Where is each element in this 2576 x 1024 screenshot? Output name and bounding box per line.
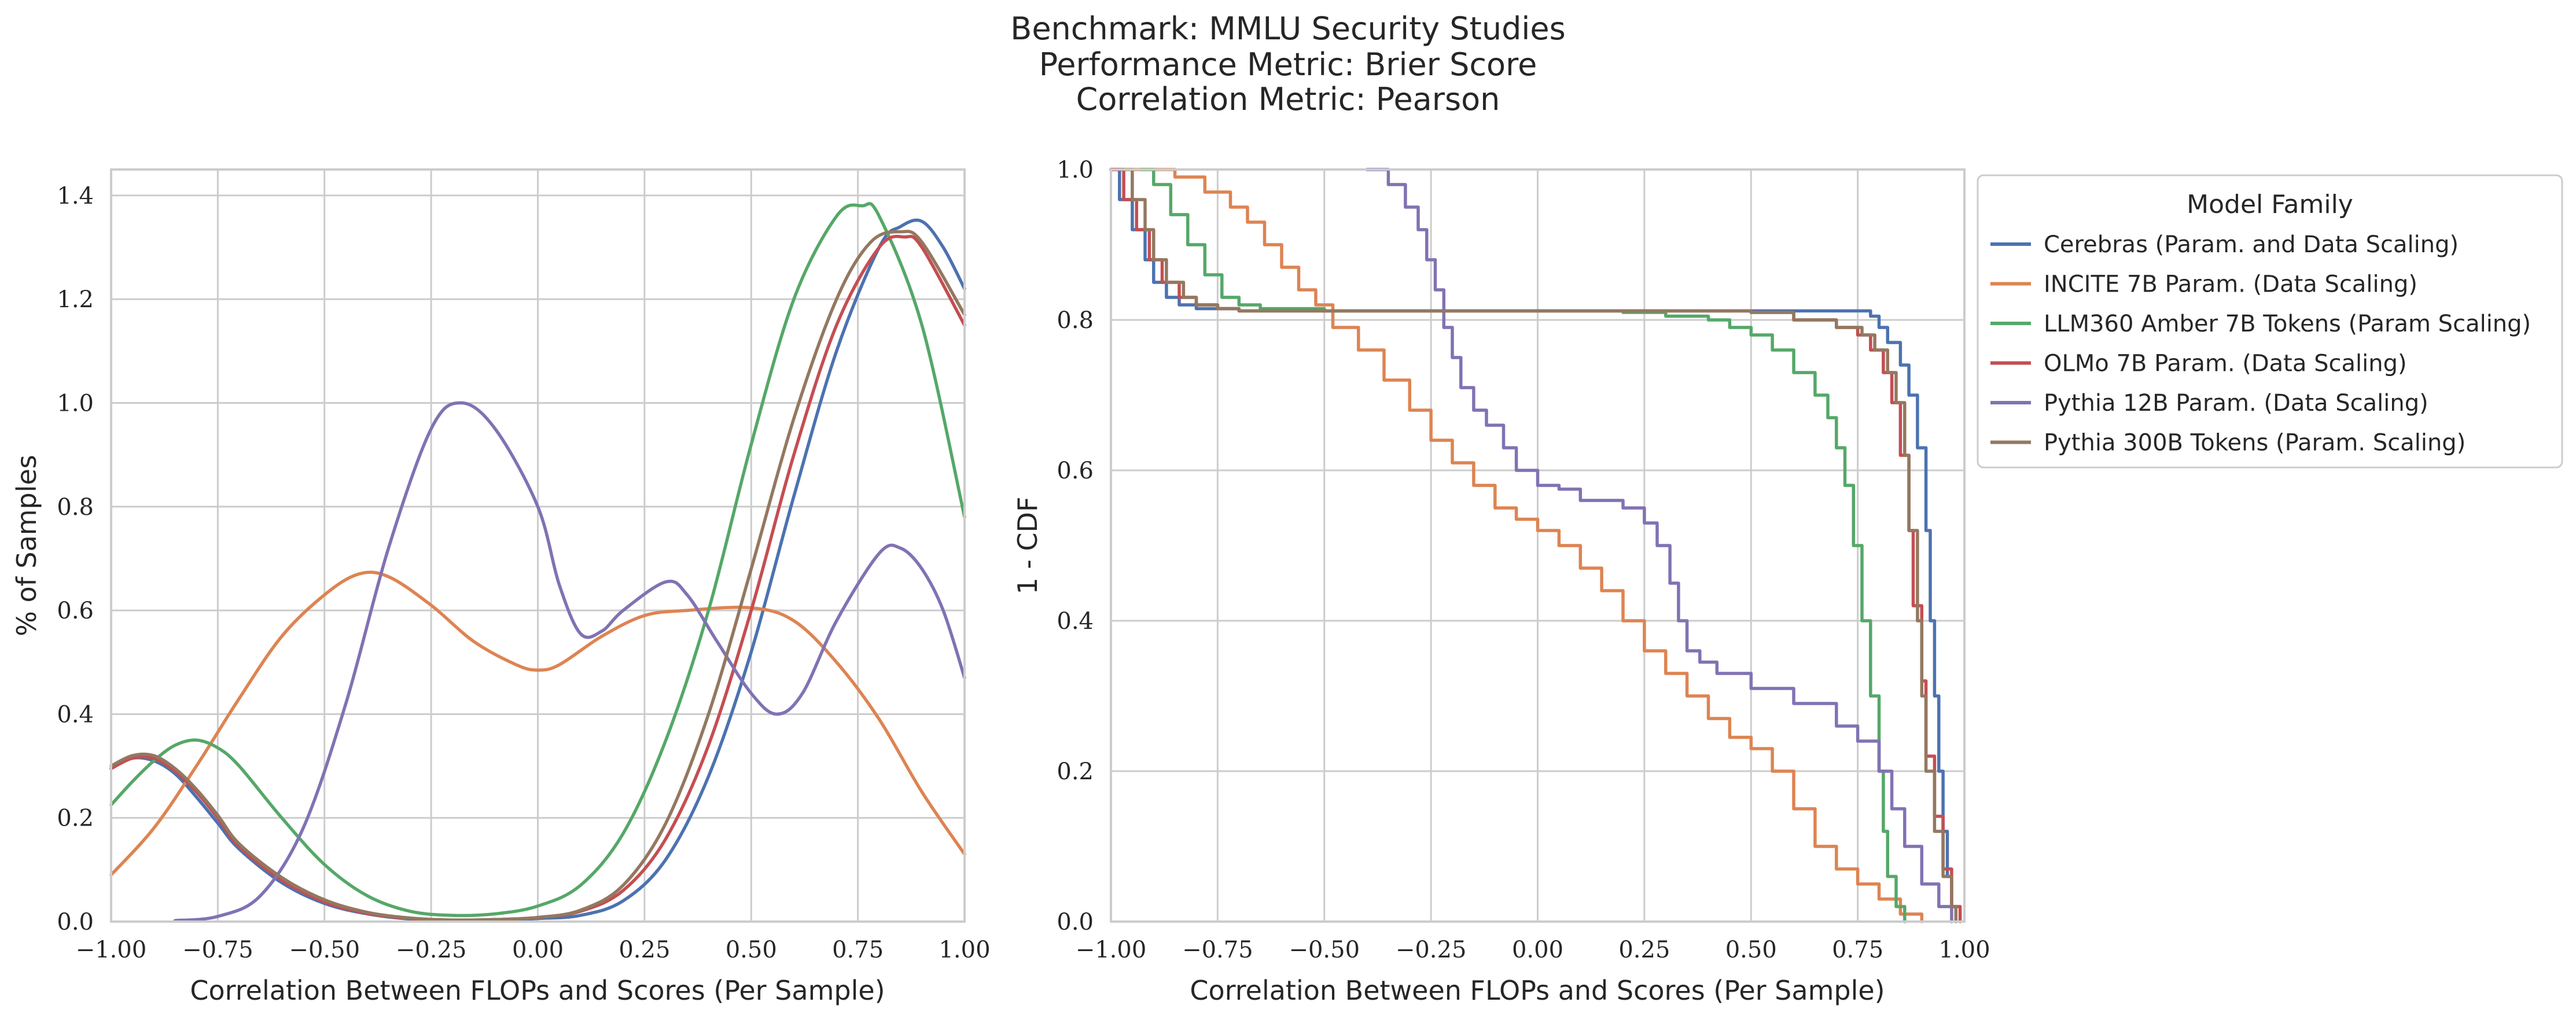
kde-series-pythia-300b-tokens-param-scaling — [109, 230, 966, 922]
cdf-x-tick-labels: −1.00 −0.75 −0.50 −0.25 0.00 0.25 0.50 0.75 1.00 — [1076, 937, 1990, 963]
kde-y-tick-label: 0.8 — [57, 494, 94, 521]
kde-y-tick-label: 1.0 — [57, 390, 94, 417]
cdf-y-tick-label: 0.6 — [1057, 458, 1094, 484]
kde-plot-frame — [110, 168, 966, 923]
cdf-series-cerebras-param-and-data-scaling — [1109, 168, 1958, 923]
cdf-y-tick-label: 0.0 — [1057, 909, 1094, 935]
kde-x-tick-label: −0.25 — [396, 937, 467, 963]
cdf-y-tick-labels: 0.0 0.2 0.4 0.6 0.8 1.0 — [1057, 157, 1094, 935]
cdf-y-axis-label: 1 - CDF — [1012, 496, 1043, 594]
kde-x-tick-label: −1.00 — [76, 937, 147, 963]
cdf-x-tick-label: 0.50 — [1725, 937, 1777, 963]
legend-label-pythia-12b-param-data-scaling: Pythia 12B Param. (Data Scaling) — [2044, 390, 2428, 417]
cdf-x-axis-label: Correlation Between FLOPs and Scores (Pe… — [1190, 975, 1885, 1006]
kde-x-tick-label: 1.00 — [939, 937, 990, 963]
cdf-y-tick-label: 0.2 — [1057, 758, 1094, 785]
legend-label-llm360-amber-7b-tokens-param-scaling: LLM360 Amber 7B Tokens (Param Scaling) — [2044, 311, 2531, 337]
cdf-y-tick-label: 0.4 — [1057, 608, 1094, 635]
legend-label-incite-7b-param-data-scaling: INCITE 7B Param. (Data Scaling) — [2044, 271, 2417, 298]
cdf-x-tick-label: −0.75 — [1182, 937, 1253, 963]
cdf-x-tick-label: −0.50 — [1289, 937, 1360, 963]
cdf-series-pythia-12b-param-data-scaling — [1365, 168, 1953, 923]
cdf-x-tick-label: 0.25 — [1618, 937, 1670, 963]
kde-y-tick-label: 1.4 — [57, 183, 94, 209]
kde-series-cerebras-param-and-data-scaling — [109, 218, 966, 923]
cdf-series-pythia-300b-tokens-param-scaling — [1118, 168, 1958, 923]
cdf-series-incite-7b-param-data-scaling — [1131, 168, 1924, 923]
figure-title-line-2: Performance Metric: Brier Score — [1039, 46, 1537, 83]
cdf-gridlines — [1110, 168, 1966, 923]
kde-y-tick-labels: 0.0 0.2 0.4 0.6 0.8 1.0 1.2 1.4 — [57, 183, 94, 935]
cdf-y-tick-label: 1.0 — [1057, 157, 1094, 183]
cdf-series-llm360-amber-7b-tokens-param-scaling — [1139, 168, 1907, 923]
kde-series-lines — [109, 202, 966, 923]
kde-x-tick-labels: −1.00 −0.75 −0.50 −0.25 0.00 0.25 0.50 0.75 1.00 — [76, 937, 991, 963]
legend-title: Model Family — [2187, 190, 2353, 219]
kde-x-axis-label: Correlation Between FLOPs and Scores (Pe… — [190, 975, 885, 1006]
kde-y-tick-label: 1.2 — [57, 286, 94, 313]
kde-x-tick-label: 0.25 — [619, 937, 670, 963]
legend-label-cerebras-param-and-data-scaling: Cerebras (Param. and Data Scaling) — [2044, 231, 2459, 258]
kde-x-tick-label: 0.00 — [512, 937, 564, 963]
kde-series-incite-7b-param-data-scaling — [109, 570, 966, 877]
kde-y-tick-label: 0.6 — [57, 598, 94, 624]
kde-gridlines — [110, 170, 966, 923]
cdf-x-tick-label: 0.75 — [1832, 937, 1883, 963]
kde-plot: −1.00 −0.75 −0.50 −0.25 0.00 0.25 0.50 0.75 1.00… — [11, 168, 991, 1006]
legend-label-olmo-7b-param-data-scaling: OLMo 7B Param. (Data Scaling) — [2044, 351, 2407, 377]
kde-x-tick-label: −0.75 — [182, 937, 253, 963]
cdf-y-tick-label: 0.8 — [1057, 307, 1094, 334]
legend-entries: Cerebras (Param. and Data Scaling) INCITE… — [1990, 231, 2531, 456]
kde-y-tick-label: 0.0 — [57, 909, 94, 935]
kde-x-tick-label: 0.75 — [832, 937, 884, 963]
kde-series-llm360-amber-7b-tokens-param-scaling — [109, 202, 966, 918]
figure-title-line-1: Benchmark: MMLU Security Studies — [1010, 10, 1565, 47]
legend-label-pythia-300b-tokens-param-scaling: Pythia 300B Tokens (Param. Scaling) — [2044, 430, 2465, 456]
cdf-series-lines — [1109, 168, 1962, 923]
legend-box — [1977, 174, 2563, 469]
kde-x-tick-label: −0.50 — [289, 937, 360, 963]
cdf-series-olmo-7b-param-data-scaling — [1109, 168, 1962, 923]
legend: Model Family Cerebras (Param. and Data S… — [1977, 174, 2563, 469]
cdf-plot-frame — [1110, 168, 1966, 923]
cdf-x-tick-label: −0.25 — [1396, 937, 1467, 963]
figure-title-line-3: Correlation Metric: Pearson — [1076, 81, 1500, 117]
cdf-x-tick-label: 1.00 — [1938, 937, 1990, 963]
kde-y-axis-label: % of Samples — [11, 455, 42, 636]
cdf-x-tick-label: −1.00 — [1076, 937, 1147, 963]
kde-x-tick-label: 0.50 — [726, 937, 777, 963]
cdf-x-tick-label: 0.00 — [1512, 937, 1563, 963]
kde-y-tick-label: 0.4 — [57, 701, 94, 728]
cdf-plot: −1.00 −0.75 −0.50 −0.25 0.00 0.25 0.50 0.75 1.00… — [1012, 157, 1990, 1006]
kde-series-pythia-12b-param-data-scaling — [173, 401, 966, 922]
kde-y-tick-label: 0.2 — [57, 805, 94, 832]
